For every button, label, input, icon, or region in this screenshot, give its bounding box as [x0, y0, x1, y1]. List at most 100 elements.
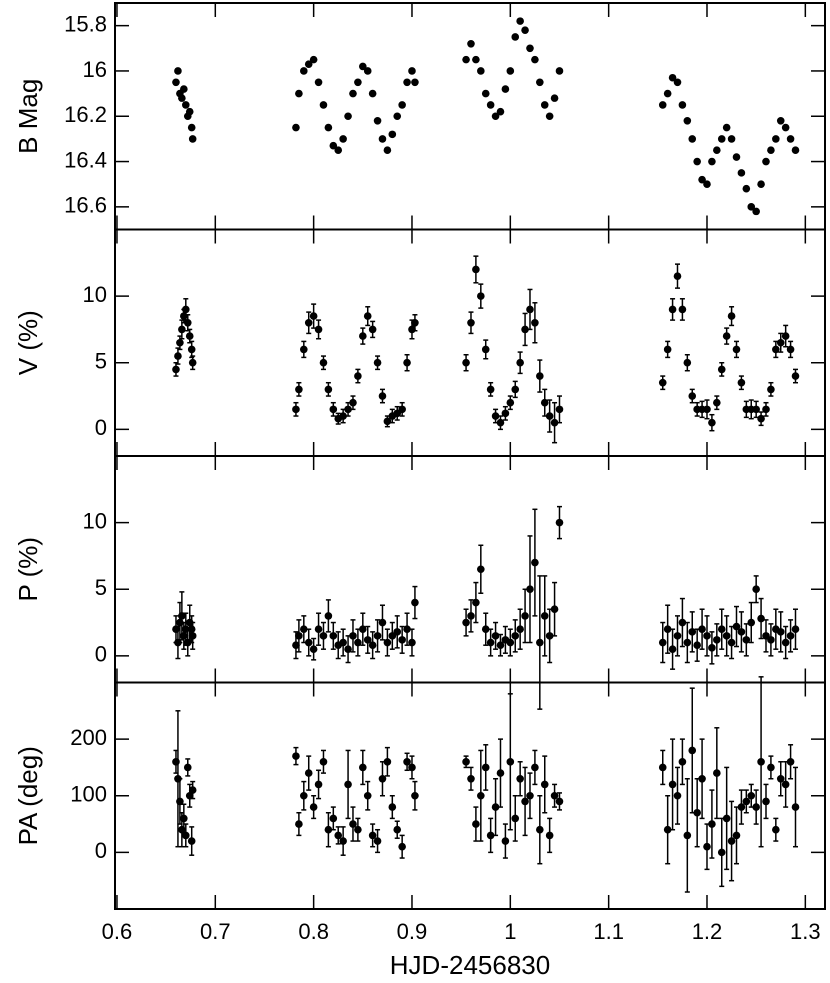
data-point: [187, 625, 196, 634]
data-point: [767, 763, 775, 772]
data-point: [531, 55, 539, 64]
data-point: [300, 625, 308, 634]
data-point: [737, 803, 746, 811]
data-point: [531, 558, 539, 567]
data-point: [363, 67, 372, 75]
data-point: [324, 612, 333, 620]
data-point: [349, 820, 357, 828]
data-point: [727, 837, 736, 845]
data-point: [752, 803, 760, 811]
data-point: [772, 825, 780, 834]
data-point: [187, 837, 196, 845]
y-tick-label: 0: [95, 415, 107, 440]
data-point: [314, 325, 323, 334]
data-point: [188, 632, 197, 640]
data-point: [688, 746, 697, 755]
data-point: [747, 618, 756, 627]
data-point: [776, 338, 785, 347]
data-point: [521, 612, 529, 620]
x-tick-label: 0.7: [200, 919, 231, 944]
data-point: [732, 622, 741, 631]
data-point: [555, 67, 564, 75]
data-point: [658, 638, 667, 647]
data-point: [187, 345, 196, 354]
data-point: [678, 305, 687, 314]
data-point: [176, 797, 184, 806]
data-point: [304, 318, 313, 327]
data-point: [180, 85, 188, 93]
data-point: [178, 94, 186, 102]
data-point: [737, 169, 746, 177]
data-point: [757, 180, 765, 188]
data-point: [178, 612, 186, 620]
data-point: [359, 625, 367, 634]
data-point: [304, 769, 313, 777]
data-point: [545, 412, 554, 420]
data-point: [188, 358, 197, 367]
data-point: [703, 405, 711, 414]
data-point: [182, 305, 190, 314]
data-point: [776, 628, 785, 636]
data-point: [742, 797, 751, 806]
data-point: [526, 305, 534, 314]
data-point: [722, 332, 731, 340]
data-point: [174, 352, 182, 360]
data-point: [550, 791, 559, 800]
data-point: [403, 625, 411, 634]
data-point: [319, 101, 328, 109]
data-point: [368, 325, 377, 334]
data-point: [722, 814, 731, 823]
data-point: [683, 831, 692, 840]
data-point: [550, 418, 559, 427]
data-point: [506, 67, 515, 75]
data-point: [491, 412, 500, 420]
data-point: [550, 94, 559, 102]
data-point: [368, 641, 377, 649]
data-point: [314, 625, 323, 634]
panel-frame: [114, 455, 826, 684]
data-point: [540, 780, 549, 789]
data-point: [668, 645, 677, 653]
data-point: [185, 332, 194, 340]
data-point: [767, 146, 775, 155]
data-point: [309, 645, 318, 653]
data-point: [378, 618, 387, 627]
data-point: [411, 78, 419, 87]
data-point: [398, 842, 406, 851]
y-tick-label: 5: [95, 575, 107, 600]
y-tick-label: 16: [83, 57, 107, 82]
x-tick-label: 1.1: [593, 919, 624, 944]
data-point: [516, 17, 524, 25]
x-axis-label: HJD-2456830: [390, 950, 550, 980]
data-point: [786, 135, 795, 143]
data-point: [398, 405, 406, 414]
data-point: [344, 112, 352, 121]
data-point: [486, 638, 495, 647]
data-point: [363, 312, 372, 320]
data-point: [516, 774, 524, 783]
x-tick-label: 1.3: [790, 919, 821, 944]
data-point: [329, 632, 338, 640]
data-point: [713, 398, 721, 407]
data-point: [747, 203, 756, 211]
data-point: [329, 814, 338, 823]
data-point: [781, 332, 790, 340]
data-point: [174, 67, 182, 75]
data-point: [757, 757, 765, 766]
data-point: [467, 774, 475, 783]
y-tick-label: 16.6: [64, 193, 107, 218]
data-point: [187, 123, 196, 132]
data-point: [324, 385, 333, 394]
data-point: [555, 518, 564, 527]
data-point: [403, 358, 411, 367]
data-point: [526, 791, 534, 800]
data-point: [732, 153, 741, 161]
data-point: [292, 641, 300, 649]
data-point: [501, 85, 510, 93]
data-point: [683, 638, 692, 647]
data-point: [183, 318, 192, 327]
data-point: [295, 632, 303, 640]
data-point: [786, 345, 795, 354]
y-axis-label: PA (deg): [13, 746, 43, 845]
data-point: [762, 405, 770, 414]
